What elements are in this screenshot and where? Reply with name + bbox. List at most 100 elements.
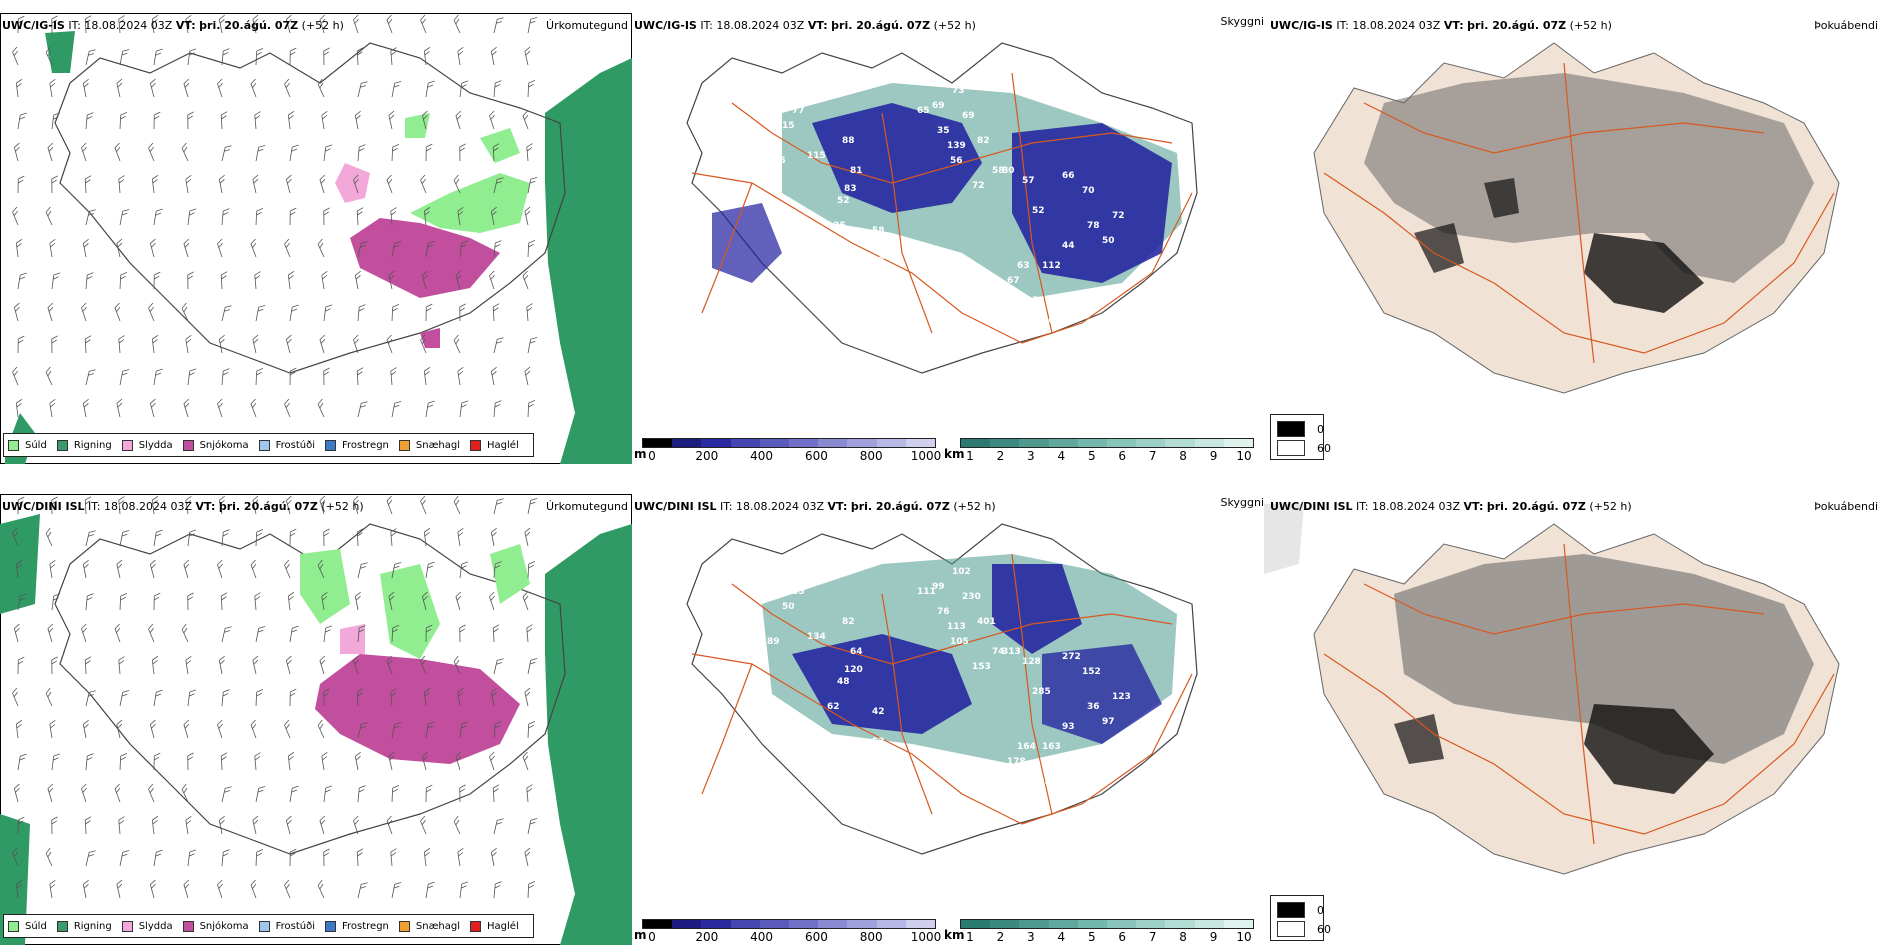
colorbar-tick: 0 xyxy=(648,930,656,944)
wind-barb xyxy=(12,847,19,867)
wind-barb xyxy=(390,47,397,66)
cloud-base-value: 261 xyxy=(992,772,1011,782)
wind-barb xyxy=(45,206,53,226)
wind-barb xyxy=(250,398,257,418)
wind-barb xyxy=(457,527,464,547)
colorbar-tick: 5 xyxy=(1087,449,1096,463)
colorbar-cell xyxy=(1107,920,1137,928)
legend-swatch xyxy=(325,439,336,451)
precip-legend-item: Súld xyxy=(8,920,47,932)
wind-barb xyxy=(386,174,393,194)
wind-barb xyxy=(493,881,502,899)
wind-barb xyxy=(221,849,230,867)
wind-barb xyxy=(221,368,230,386)
wind-barb xyxy=(149,238,156,258)
colorbar-tick: 1000 xyxy=(910,449,942,463)
colorbar-cell xyxy=(672,439,702,447)
wind-barb xyxy=(421,591,428,611)
legend-label: Slydda xyxy=(138,439,173,451)
wind-barb xyxy=(181,783,189,803)
wind-barb xyxy=(51,272,61,290)
cloud-base-value: 63 xyxy=(1017,261,1030,271)
wind-barb xyxy=(12,46,19,66)
fog-swatch xyxy=(1277,921,1305,937)
wind-barb xyxy=(493,177,504,194)
precip-legend-item: Snjókoma xyxy=(182,439,249,451)
wind-barb xyxy=(391,784,400,803)
wind-barb xyxy=(153,752,161,771)
wind-barb xyxy=(357,882,368,899)
visibility-colorbar: km 1 2 3 4 5 6 7 8 9 10 xyxy=(944,919,1254,944)
legend-swatch xyxy=(258,920,270,932)
snow-area xyxy=(315,654,520,764)
wind-barb xyxy=(357,562,368,579)
colorbar-unit: km xyxy=(944,447,965,461)
cloud-base-value: 64 xyxy=(850,647,863,657)
wind-barb xyxy=(453,174,461,194)
wind-barb xyxy=(252,14,259,34)
wind-barb xyxy=(17,112,27,130)
colorbar-ticks: 1 2 3 4 5 6 7 8 9 10 xyxy=(960,929,1254,944)
cloud-base-value: 66 xyxy=(1062,171,1075,181)
wind-barb xyxy=(455,270,462,290)
wind-barb xyxy=(522,751,529,771)
wind-barb xyxy=(187,48,197,66)
precip-legend-item: Slydda xyxy=(121,439,173,451)
wind-barb xyxy=(85,850,96,867)
cloud-base-value: 285 xyxy=(1032,687,1051,697)
wind-barb xyxy=(116,559,123,579)
wind-barb xyxy=(388,110,395,130)
precip-legend-items: Súld Rigning Slydda Snjókoma Frostúði Frostre… xyxy=(8,439,529,451)
wind-barb xyxy=(289,47,297,66)
wind-barb xyxy=(221,626,232,643)
wind-barb xyxy=(459,400,469,418)
wind-barb xyxy=(493,400,502,418)
cloud-panel-bottom: 53 35 50 89 134 82 64 120 48 62 42 53 126 111 99 102 230… xyxy=(632,494,1264,945)
wind-barb xyxy=(15,560,23,579)
wind-barb xyxy=(250,719,257,739)
wind-barb xyxy=(493,17,504,34)
wind-barb xyxy=(390,207,397,226)
legend-label: Rigning xyxy=(73,920,112,932)
legend-label: Snjókoma xyxy=(199,439,249,451)
cloud-base-value: 58 xyxy=(872,226,885,236)
wind-barb xyxy=(82,238,89,258)
wind-barb xyxy=(51,335,58,354)
cloud-base-value: 35 xyxy=(792,587,805,597)
legend-label: Frostúði xyxy=(275,439,315,451)
wind-barb xyxy=(85,49,96,66)
wind-barb xyxy=(289,144,299,162)
legend-swatch xyxy=(398,920,410,932)
wind-barb xyxy=(153,111,161,130)
wind-barb xyxy=(390,688,397,707)
wind-barb xyxy=(425,80,435,98)
wind-barb xyxy=(187,752,194,771)
colorbar-cell xyxy=(961,920,991,928)
legend-swatch xyxy=(470,439,482,451)
wind-barb xyxy=(187,208,197,226)
wind-barb xyxy=(252,815,259,835)
fog-legend-label: 60 xyxy=(1317,441,1331,455)
wind-barb xyxy=(391,81,402,98)
wind-barb xyxy=(220,592,228,611)
wind-barb xyxy=(51,175,58,194)
colorbar-tick: 10 xyxy=(1236,930,1252,944)
wind-barb xyxy=(421,751,428,771)
cloud-base-value: 128 xyxy=(1022,657,1041,667)
wind-barb xyxy=(17,15,25,34)
wind-barb xyxy=(453,655,461,675)
wind-barb xyxy=(119,530,130,547)
wind-barb xyxy=(423,528,431,547)
wind-barb xyxy=(49,879,56,899)
colorbar-tick: 600 xyxy=(804,449,828,463)
fog-legend-row: 0 xyxy=(1277,902,1324,918)
wind-barb xyxy=(12,206,19,226)
panel-header: UWC/DINI ISL IT: 18.08.2024 03Z VT: þri.… xyxy=(634,500,996,513)
iceland-outline xyxy=(54,523,566,855)
wind-barb xyxy=(17,496,25,515)
wind-barb xyxy=(252,174,259,194)
colorbar-tick: 7 xyxy=(1148,449,1157,463)
wind-barb xyxy=(489,591,495,611)
wind-barb xyxy=(84,496,92,515)
